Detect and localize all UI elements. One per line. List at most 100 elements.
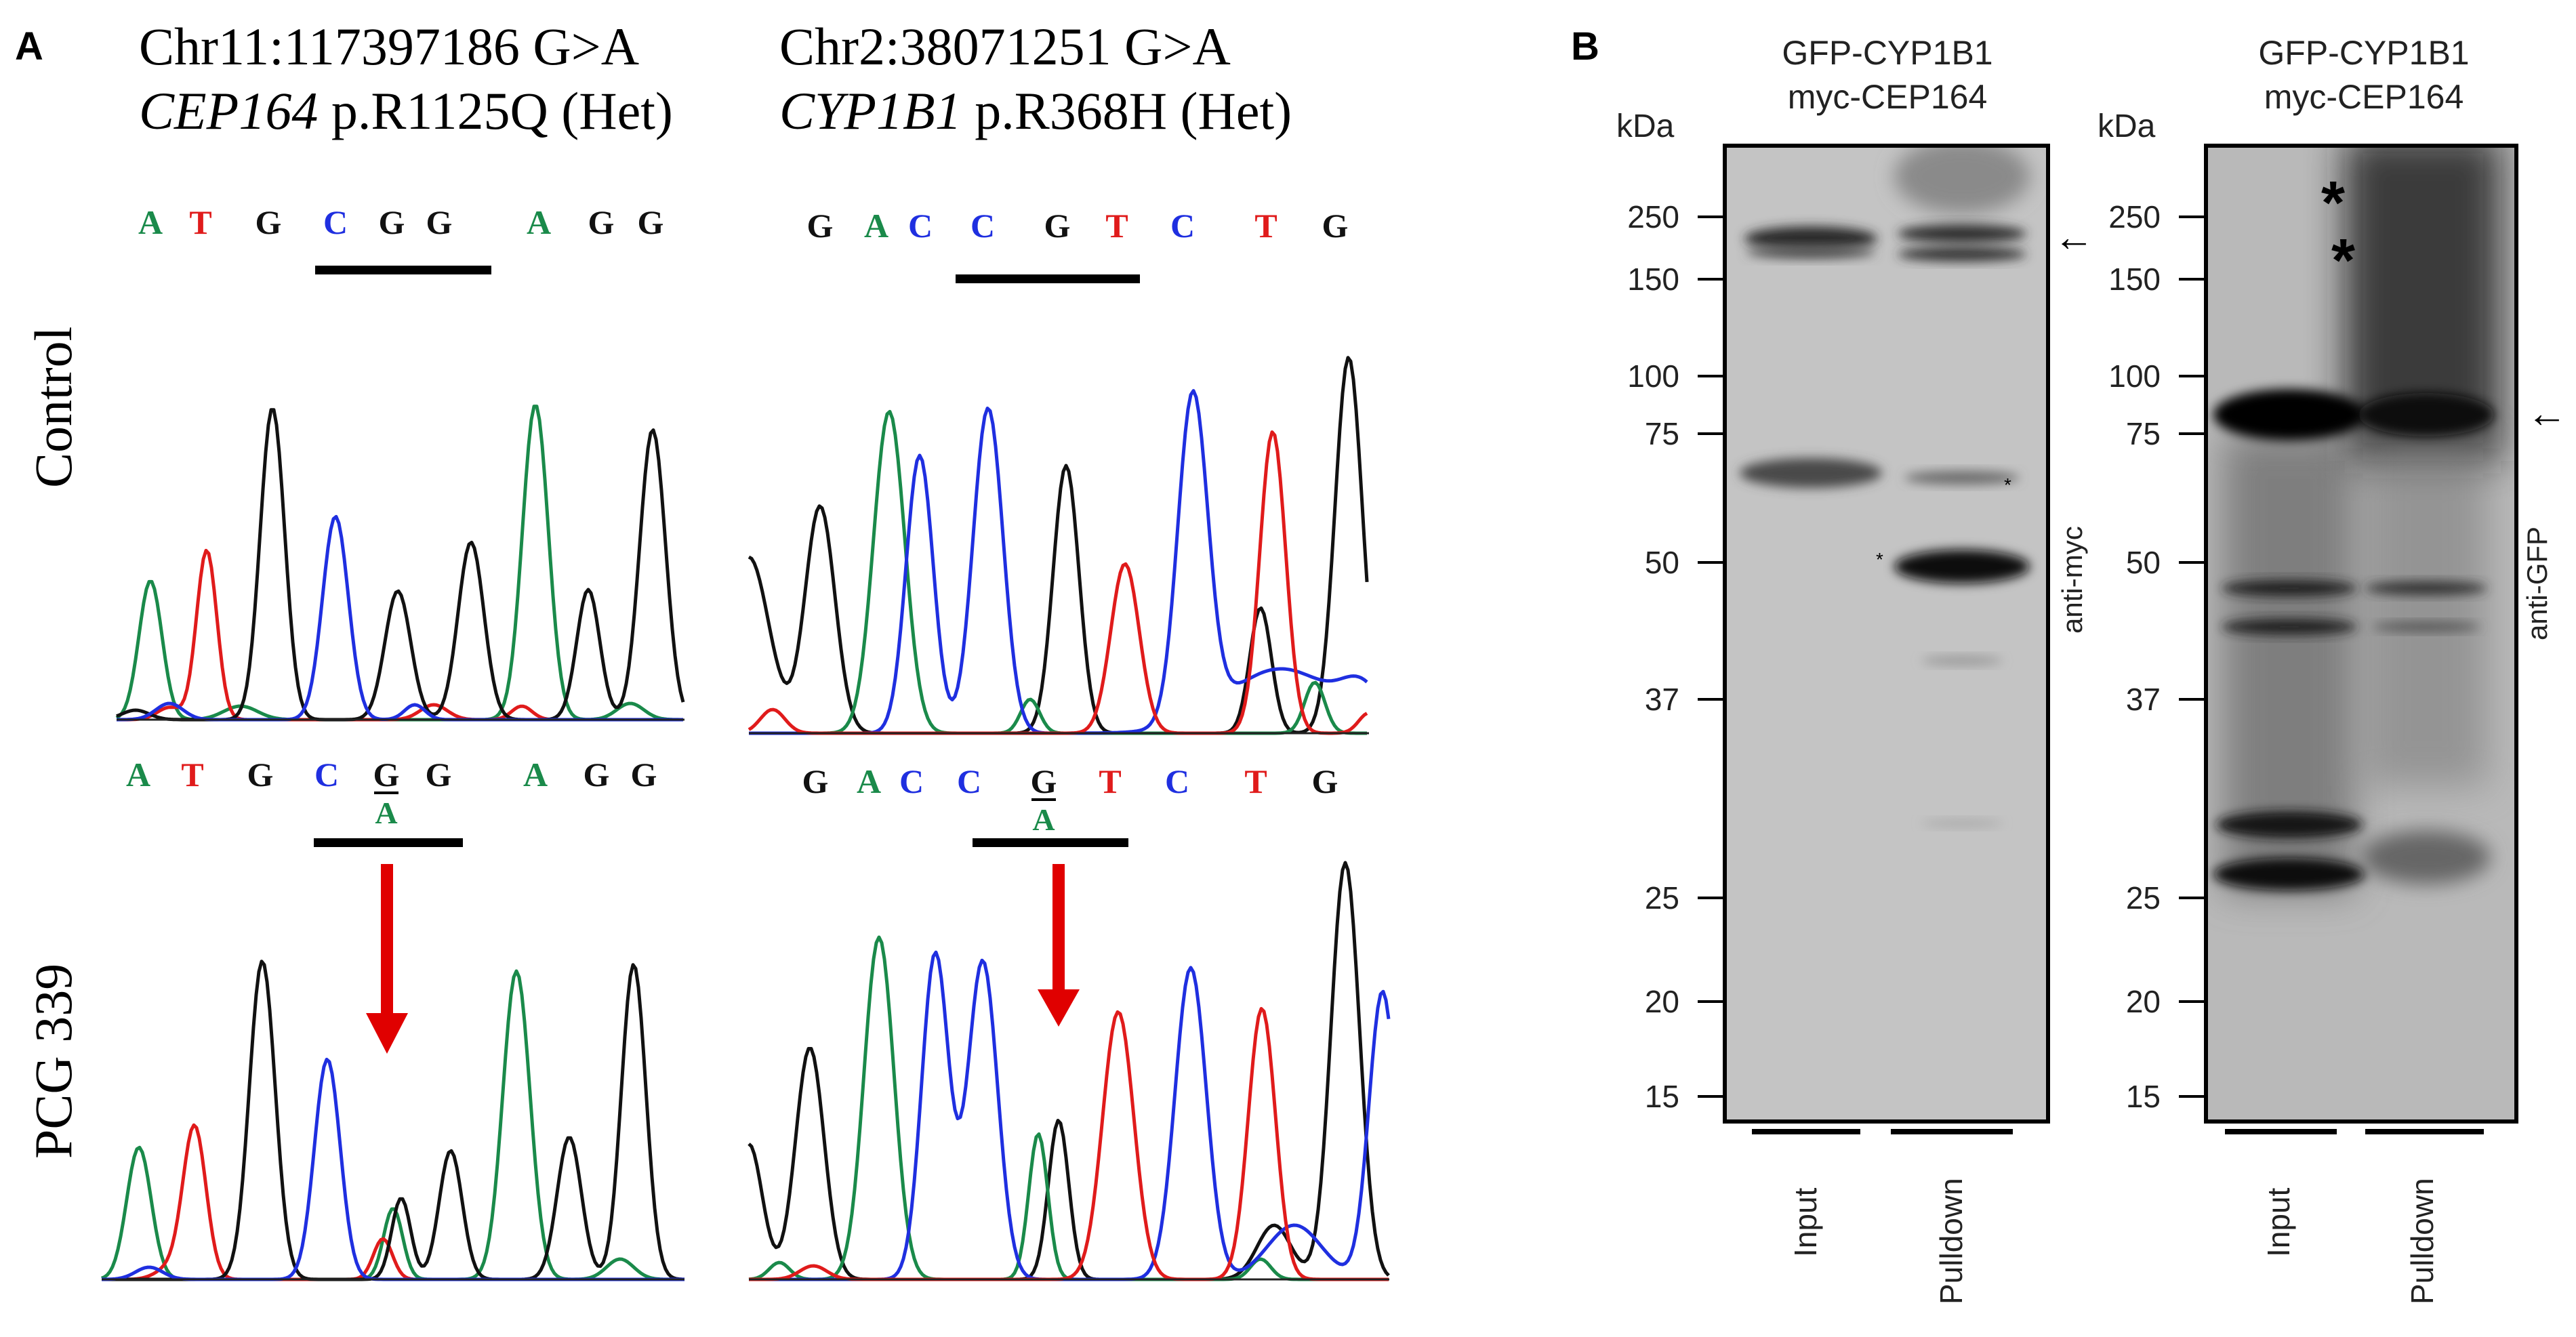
right-control-trace-T bbox=[748, 430, 1368, 735]
base-call: G bbox=[373, 756, 400, 794]
marker-label: 25 bbox=[2126, 880, 2161, 916]
right-control-trace-G bbox=[748, 356, 1369, 735]
right-blot-band-pulldown-48 bbox=[2365, 581, 2487, 595]
right-blot-arrow: ← bbox=[2527, 390, 2567, 436]
chromatograms bbox=[101, 356, 1391, 1281]
base-call: T bbox=[1254, 207, 1277, 245]
left-blot-band-input-200 bbox=[1744, 226, 1877, 251]
left-blot-antibody-label: anti-myc bbox=[2056, 526, 2088, 634]
right-blot-band-input-27 bbox=[2213, 858, 2365, 890]
left-blot-band-pulldown-180 bbox=[1898, 247, 2026, 262]
right-blot-band-input-85 bbox=[2213, 389, 2365, 440]
left-blot-header-line2: myc-CEP164 bbox=[1788, 78, 1988, 116]
left-blot-lane-pulldown: Pulldown bbox=[1934, 1178, 1969, 1304]
panel-a-label: A bbox=[15, 24, 43, 68]
base-call: T bbox=[181, 756, 203, 794]
right-blot-band-input-42 bbox=[2222, 619, 2357, 635]
left-blot-lane-bar-input bbox=[1752, 1129, 1860, 1134]
left-blot-band-pulldown-65 bbox=[1904, 471, 2020, 485]
panel-b-label: B bbox=[1571, 24, 1599, 68]
marker-label: 15 bbox=[1645, 1079, 1679, 1114]
base-call: A bbox=[527, 203, 551, 241]
left-control-trace-C bbox=[117, 514, 683, 722]
base-call: G bbox=[426, 203, 453, 241]
right-blot-lane-input: Input bbox=[2261, 1187, 2296, 1257]
right-patient-base-calls: G A C C GAT C T G bbox=[802, 762, 1338, 837]
right-blot-kda-label: kDa bbox=[2098, 108, 2156, 144]
marker-label: 37 bbox=[2126, 682, 2161, 717]
left-blot-band-pulldown-210 bbox=[1898, 224, 2026, 243]
right-blot-asterisk-lower: * bbox=[2331, 227, 2355, 295]
right-control-codon-bar bbox=[956, 274, 1140, 283]
base-call: G bbox=[802, 762, 829, 800]
base-call: G bbox=[588, 203, 615, 241]
marker-label: 20 bbox=[2126, 984, 2161, 1019]
marker-label: 150 bbox=[2108, 262, 2161, 297]
base-call: C bbox=[323, 203, 348, 241]
right-header-gene: CYP1B1 bbox=[779, 81, 962, 140]
base-call: G bbox=[255, 203, 282, 241]
left-variant-arrow bbox=[366, 864, 408, 1054]
right-variant-arrow bbox=[1038, 864, 1080, 1027]
base-call: C bbox=[957, 762, 981, 800]
right-blot-band-pulldown-42 bbox=[2372, 622, 2480, 632]
right-blot-band-input-30 bbox=[2216, 811, 2363, 838]
right-patient-codon-bar bbox=[973, 838, 1128, 847]
right-header-variant: CYP1B1 p.R368H (Het) bbox=[779, 81, 1292, 140]
left-blot-band-pulldown-50 bbox=[1894, 550, 2030, 583]
variant-alt-base: A bbox=[375, 796, 397, 830]
right-header-coordinate: Chr2:38071251 G>A bbox=[779, 17, 1231, 76]
right-blot: * * ← anti-GFP 250 150 100 75 50 37 25 20 15 Inp… bbox=[2108, 144, 2567, 1304]
base-call: T bbox=[189, 203, 211, 241]
base-call: A bbox=[126, 756, 150, 794]
row-label-control: Control bbox=[24, 327, 83, 488]
marker-label: 100 bbox=[2108, 358, 2161, 394]
base-call: A bbox=[857, 762, 881, 800]
base-call: C bbox=[1165, 762, 1189, 800]
right-blot-lane-pulldown: Pulldown bbox=[2405, 1178, 2440, 1304]
base-call: C bbox=[1170, 207, 1195, 245]
base-call: A bbox=[138, 203, 163, 241]
base-call: A bbox=[864, 207, 888, 245]
right-blot-lane-background-pulldown bbox=[2365, 434, 2487, 786]
marker-label: 37 bbox=[1645, 682, 1679, 717]
marker-label: 25 bbox=[1645, 880, 1679, 916]
marker-label: 20 bbox=[1645, 984, 1679, 1019]
right-blot-lane-bar-input bbox=[2225, 1129, 2337, 1134]
left-blot-marker-ladder: 250 150 100 75 50 37 25 20 15 bbox=[1627, 199, 1725, 1114]
base-call: T bbox=[1244, 762, 1267, 800]
right-blot-lane-bar-pulldown bbox=[2365, 1129, 2484, 1134]
right-patient-trace-T bbox=[749, 1007, 1389, 1281]
right-header: Chr2:38071251 G>A CYP1B1 p.R368H (Het) bbox=[779, 17, 1292, 140]
left-header-protein-change: p.R1125Q (Het) bbox=[318, 81, 673, 140]
right-blot-marker-ladder: 250 150 100 75 50 37 25 20 15 bbox=[2108, 199, 2206, 1114]
right-blot-band-pulldown-27 bbox=[2362, 830, 2491, 884]
right-blot-band-pulldown-85 bbox=[2358, 393, 2494, 436]
left-patient-trace-T bbox=[102, 1123, 684, 1281]
left-header-gene: CEP164 bbox=[139, 81, 318, 140]
base-call: C bbox=[314, 756, 339, 794]
base-call: C bbox=[899, 762, 924, 800]
base-call: A bbox=[523, 756, 548, 794]
right-blot-asterisk-upper: * bbox=[2321, 169, 2345, 237]
base-call: C bbox=[908, 207, 933, 245]
left-header-variant: CEP164 p.R1125Q (Het) bbox=[139, 81, 673, 140]
left-header-coordinate: Chr11:117397186 G>A bbox=[139, 17, 639, 76]
base-call: C bbox=[970, 207, 995, 245]
base-call: G bbox=[379, 203, 405, 241]
marker-label: 100 bbox=[1627, 358, 1679, 394]
left-patient-trace-C bbox=[101, 1057, 684, 1281]
marker-label: 75 bbox=[2126, 416, 2161, 451]
left-header: Chr11:117397186 G>A CEP164 p.R1125Q (Het… bbox=[139, 17, 673, 140]
variant-alt-base: A bbox=[1032, 802, 1055, 837]
left-blot-asterisk-65: * bbox=[2004, 474, 2011, 495]
right-header-protein-change: p.R368H (Het) bbox=[962, 81, 1292, 140]
left-blot-arrow: ← bbox=[2053, 214, 2094, 260]
marker-label: 250 bbox=[2108, 199, 2161, 234]
base-call: G bbox=[584, 756, 610, 794]
right-blot-band-input-48 bbox=[2222, 580, 2357, 596]
right-blot-antibody-label: anti-GFP bbox=[2521, 527, 2553, 640]
